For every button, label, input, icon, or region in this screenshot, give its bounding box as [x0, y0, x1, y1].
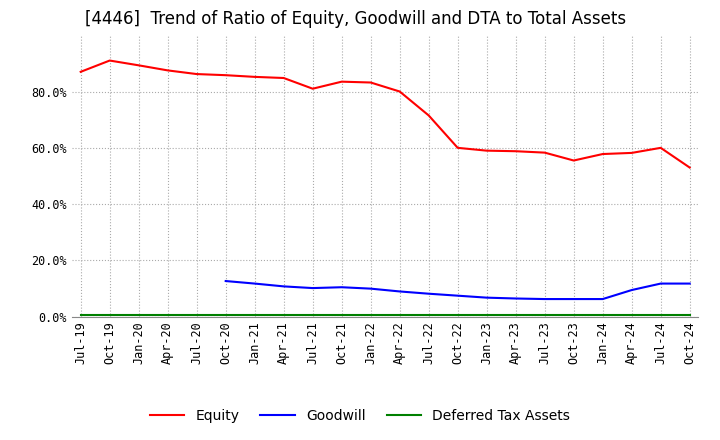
Equity — [366, 80, 375, 85]
Deferred Tax Assets — [76, 313, 85, 318]
Goodwill — [511, 296, 520, 301]
Deferred Tax Assets — [251, 313, 259, 318]
Goodwill — [221, 279, 230, 284]
Goodwill — [482, 295, 491, 300]
Goodwill — [366, 286, 375, 291]
Equity — [308, 86, 317, 92]
Equity — [454, 145, 462, 150]
Deferred Tax Assets — [308, 313, 317, 318]
Goodwill — [570, 297, 578, 302]
Deferred Tax Assets — [192, 313, 201, 318]
Deferred Tax Assets — [685, 313, 694, 318]
Goodwill — [308, 286, 317, 291]
Goodwill — [424, 291, 433, 297]
Goodwill — [627, 287, 636, 293]
Goodwill — [541, 297, 549, 302]
Deferred Tax Assets — [482, 313, 491, 318]
Deferred Tax Assets — [338, 313, 346, 318]
Deferred Tax Assets — [221, 313, 230, 318]
Deferred Tax Assets — [163, 313, 172, 318]
Equity — [279, 75, 288, 81]
Goodwill — [685, 281, 694, 286]
Text: [4446]  Trend of Ratio of Equity, Goodwill and DTA to Total Assets: [4446] Trend of Ratio of Equity, Goodwil… — [84, 10, 626, 28]
Equity — [598, 151, 607, 157]
Equity — [251, 74, 259, 80]
Deferred Tax Assets — [541, 313, 549, 318]
Equity — [570, 158, 578, 163]
Equity — [135, 62, 143, 68]
Goodwill — [279, 284, 288, 289]
Goodwill — [657, 281, 665, 286]
Deferred Tax Assets — [454, 313, 462, 318]
Legend: Equity, Goodwill, Deferred Tax Assets: Equity, Goodwill, Deferred Tax Assets — [144, 403, 576, 429]
Equity — [685, 165, 694, 170]
Equity — [482, 148, 491, 153]
Deferred Tax Assets — [627, 313, 636, 318]
Equity — [105, 58, 114, 63]
Deferred Tax Assets — [105, 313, 114, 318]
Deferred Tax Assets — [657, 313, 665, 318]
Deferred Tax Assets — [366, 313, 375, 318]
Equity — [338, 79, 346, 84]
Equity — [657, 145, 665, 150]
Deferred Tax Assets — [135, 313, 143, 318]
Equity — [627, 150, 636, 156]
Line: Goodwill: Goodwill — [225, 281, 690, 299]
Deferred Tax Assets — [424, 313, 433, 318]
Equity — [395, 89, 404, 94]
Goodwill — [395, 289, 404, 294]
Goodwill — [251, 281, 259, 286]
Deferred Tax Assets — [598, 313, 607, 318]
Line: Equity: Equity — [81, 61, 690, 168]
Equity — [221, 73, 230, 78]
Equity — [511, 149, 520, 154]
Equity — [541, 150, 549, 155]
Deferred Tax Assets — [279, 313, 288, 318]
Equity — [192, 71, 201, 77]
Deferred Tax Assets — [395, 313, 404, 318]
Equity — [163, 68, 172, 73]
Goodwill — [454, 293, 462, 298]
Deferred Tax Assets — [511, 313, 520, 318]
Equity — [76, 69, 85, 74]
Goodwill — [338, 285, 346, 290]
Deferred Tax Assets — [570, 313, 578, 318]
Goodwill — [598, 297, 607, 302]
Equity — [424, 113, 433, 118]
